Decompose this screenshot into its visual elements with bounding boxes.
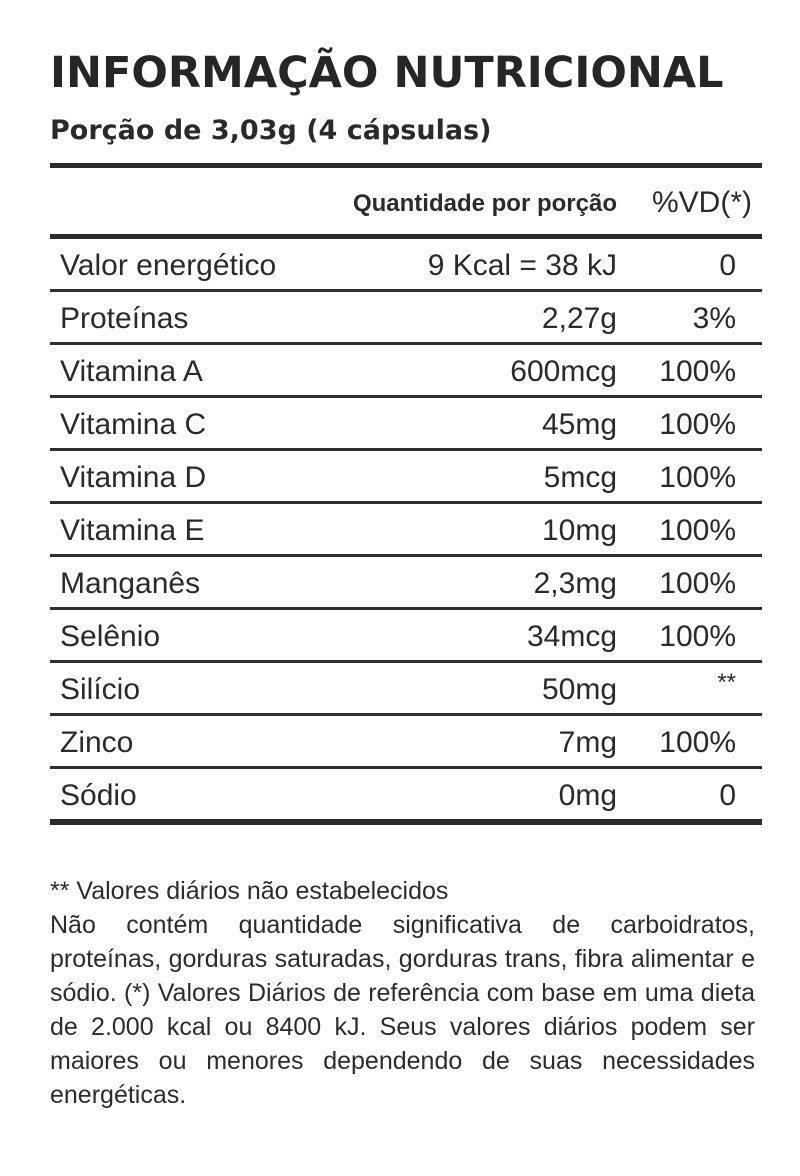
table-row: Zinco 7mg 100% [50,716,762,769]
nutrient-vd: 0 [719,249,736,282]
nutrient-name: Vitamina E [60,514,205,547]
nutrient-quantity: 7mg [558,726,617,759]
nutrient-vd: 100% [659,726,736,759]
nutrient-name: Silício [60,673,141,706]
nutrient-quantity: 9 Kcal = 38 kJ [427,249,617,282]
nutrient-vd: 100% [659,461,736,494]
nutrient-name: Vitamina C [60,408,207,441]
bottom-divider [50,819,762,825]
table-row: Vitamina C 45mg 100% [50,398,762,451]
table-row: Valor energético 9 Kcal = 38 kJ 0 [50,239,762,292]
nutrient-quantity: 10mg [541,514,617,547]
nutrient-name: Sódio [60,779,137,812]
table-row: Vitamina D 5mcg 100% [50,451,762,504]
table-header: Quantidade por porção %VD(*) [50,168,762,234]
table-row: Vitamina E 10mg 100% [50,504,762,557]
nutrient-vd: 0 [719,779,736,812]
table-row: Sódio 0mg 0 [50,769,762,819]
nutrient-quantity: 0mg [558,779,617,812]
nutrient-quantity: 600mcg [510,355,617,388]
nutrient-name: Selênio [60,620,161,653]
nutrient-name: Zinco [60,726,134,759]
nutrient-name: Valor energético [60,249,277,282]
table-row: Selênio 34mcg 100% [50,610,762,663]
nutrient-quantity: 5mcg [543,461,617,494]
nutrient-vd: 100% [659,514,736,547]
table-row: Proteínas 2,27g 3% [50,292,762,345]
nutrient-vd: 100% [659,408,736,441]
nutrition-label: INFORMAÇÃO NUTRICIONAL Porção de 3,03g (… [50,52,762,825]
nutrient-vd: 100% [659,620,736,653]
nutrient-vd: ** [717,669,736,696]
table-row: Manganês 2,3mg 100% [50,557,762,610]
header-divider [50,234,762,239]
footnote-no-values: ** Valores diários não estabelecidos [50,877,449,905]
portion-size: Porção de 3,03g (4 cápsulas) [50,115,492,146]
nutrient-quantity: 2,3mg [533,567,617,600]
nutrient-table: Valor energético 9 Kcal = 38 kJ 0 Proteí… [50,239,762,819]
nutrient-quantity: 34mcg [526,620,617,653]
label-title: INFORMAÇÃO NUTRICIONAL [50,48,724,98]
header-quantity: Quantidade por porção [352,190,617,217]
header-vd: %VD(*) [651,186,752,219]
table-row: Vitamina A 600mcg 100% [50,345,762,398]
nutrient-name: Vitamina D [60,461,207,494]
nutrient-name: Vitamina A [60,355,203,388]
footnotes: ** Valores diários não estabelecidos Não… [50,874,755,1112]
nutrient-vd: 100% [659,567,736,600]
nutrient-quantity: 50mg [541,673,617,706]
nutrient-quantity: 45mg [541,408,617,441]
nutrient-vd: 100% [659,355,736,388]
top-divider [50,163,762,168]
table-row: Silício 50mg ** [50,663,762,716]
nutrient-name: Manganês [60,567,201,600]
nutrient-vd: 3% [692,302,736,335]
nutrient-name: Proteínas [60,302,189,335]
footnote-disclaimer: Não contém quantidade significativa de c… [50,911,755,1109]
nutrient-quantity: 2,27g [541,302,617,335]
